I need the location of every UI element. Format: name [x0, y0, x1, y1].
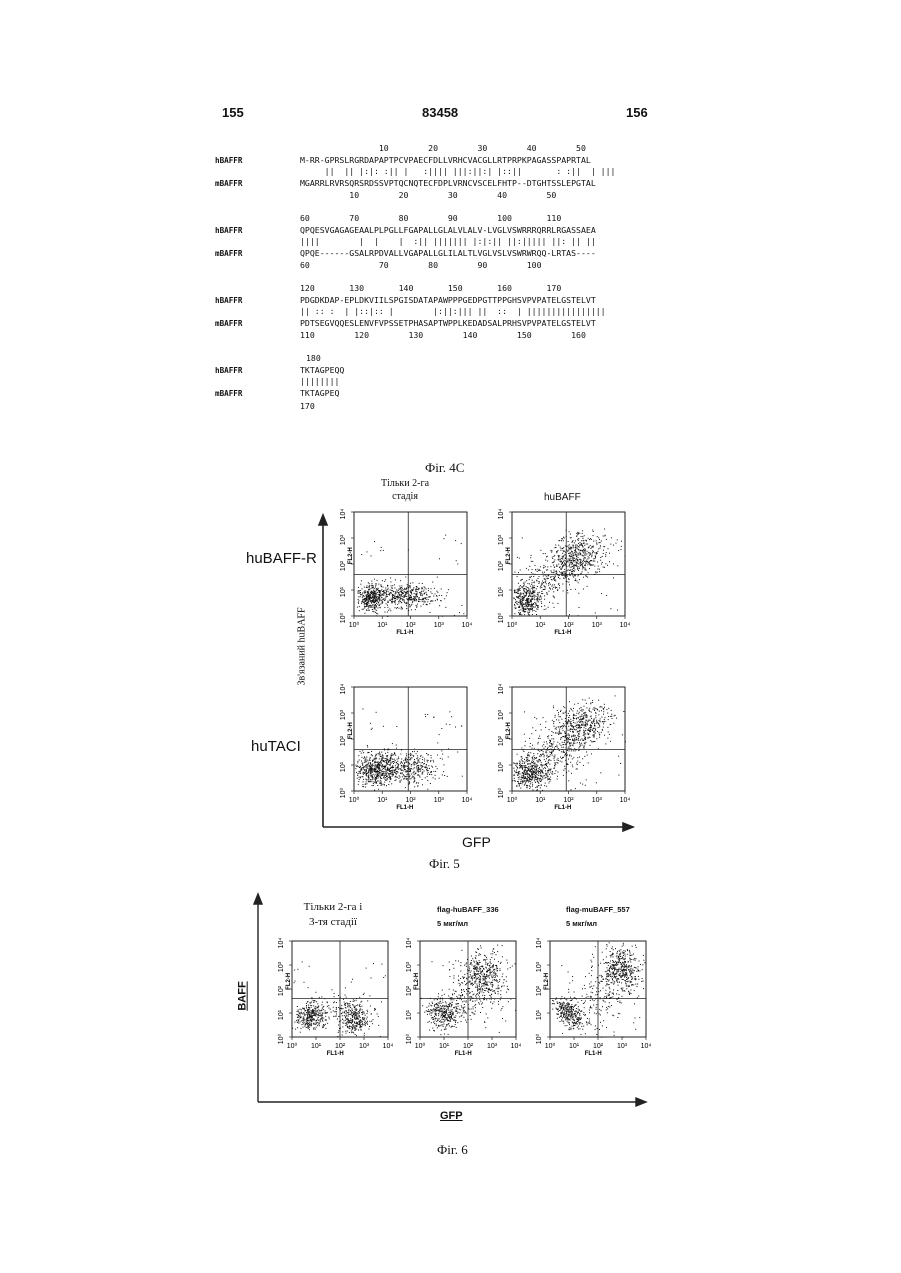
x-axis-name: FL1-H — [327, 1051, 344, 1057]
y-tick-label: 10⁰ — [535, 1034, 543, 1045]
fig6-plot-1: 10⁰10⁰ 10¹ 10¹ 10² 10² 10³ 10³ 10⁴ 10⁴ FL1-H FL2-H — [276, 937, 394, 1057]
x-tick-label: 10⁴ — [641, 1043, 652, 1050]
x-tick-label: 10³ — [617, 1043, 628, 1050]
scatter-dots — [292, 961, 386, 1037]
x-tick-label: 10¹ — [569, 1043, 580, 1050]
y-tick-label: 10¹ — [278, 1009, 285, 1020]
x-tick-label: 10³ — [487, 1043, 498, 1050]
x-tick-label: 10⁰ — [287, 1042, 298, 1050]
x-tick-label: 10¹ — [311, 1043, 322, 1050]
x-tick-label: 10⁴ — [383, 1043, 394, 1050]
x-axis-name: FL1-H — [455, 1051, 472, 1057]
scatter-dots — [552, 942, 646, 1037]
x-tick-label: 10⁰ — [415, 1042, 426, 1050]
x-tick-label: 10⁰ — [545, 1042, 556, 1050]
y-tick-label: 10⁴ — [278, 938, 285, 949]
fig6-plot-3: 10⁰10⁰ 10¹ 10¹ 10² 10² 10³ 10³ 10⁴ 10⁴ FL1-H FL2-H — [534, 937, 652, 1057]
x-axis-name: FL1-H — [585, 1051, 602, 1057]
fig6-x-axis-label: GFP — [440, 1110, 463, 1122]
x-tick-label: 10³ — [359, 1043, 370, 1050]
y-tick-label: 10² — [536, 985, 543, 996]
y-tick-label: 10⁴ — [406, 938, 413, 949]
x-tick-label: 10¹ — [439, 1043, 450, 1050]
y-tick-label: 10⁰ — [277, 1034, 285, 1045]
y-axis-name: FL2-H — [544, 973, 550, 990]
x-tick-label: 10⁴ — [511, 1043, 522, 1050]
y-tick-label: 10³ — [278, 961, 285, 972]
y-tick-label: 10³ — [406, 961, 413, 972]
y-tick-label: 10⁴ — [536, 938, 543, 949]
y-tick-label: 10¹ — [406, 1009, 413, 1020]
y-axis-name: FL2-H — [414, 973, 420, 990]
y-axis-name: FL2-H — [286, 973, 292, 990]
y-tick-label: 10² — [406, 985, 413, 996]
x-tick-label: 10² — [593, 1043, 604, 1050]
x-tick-label: 10² — [463, 1043, 474, 1050]
figure-6-caption: Фіг. 6 — [437, 1142, 468, 1158]
y-tick-label: 10¹ — [536, 1009, 543, 1020]
y-tick-label: 10³ — [536, 961, 543, 972]
y-tick-label: 10⁰ — [405, 1034, 413, 1045]
fig6-plot-2: 10⁰10⁰ 10¹ 10¹ 10² 10² 10³ 10³ 10⁴ 10⁴ FL1-H FL2-H — [404, 937, 522, 1057]
x-tick-label: 10² — [335, 1043, 346, 1050]
y-tick-label: 10² — [278, 985, 285, 996]
